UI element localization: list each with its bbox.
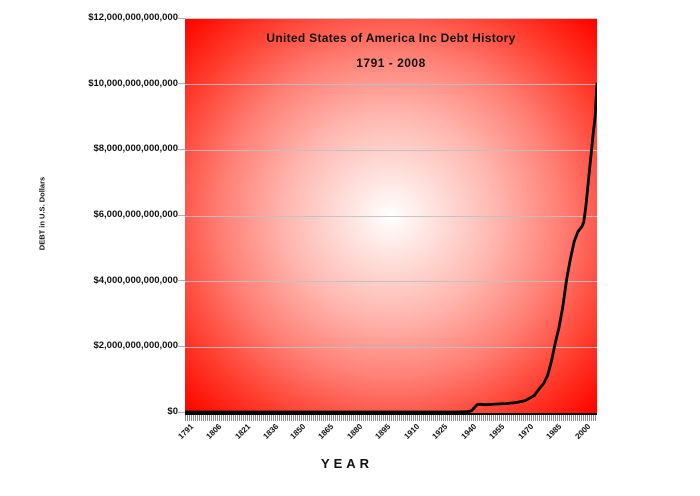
y-tick-label: $2,000,000,000,000 [93,340,178,352]
x-tick-label: 2000 [573,422,593,441]
gridline [185,281,597,283]
x-tick-label: 1955 [487,422,507,441]
y-tick-label: $6,000,000,000,000 [93,209,178,220]
x-tick-label: 1970 [516,422,536,441]
y-tick-label: $4,000,000,000,000 [93,274,178,286]
debt-line-chart [185,82,597,413]
chart-subtitle: 1791 - 2008 [356,56,426,70]
y-tick-mark [177,83,185,85]
x-tick-label: 1821 [233,422,253,441]
x-tick-label: 1836 [261,422,281,441]
y-tick-label: $12,000,000,000,000 [88,12,178,23]
y-tick-mark [177,345,185,347]
x-tick-label: 1925 [430,422,450,441]
y-tick-mark [177,148,185,150]
x-tick-label: 1895 [373,422,393,441]
x-tick-label: 1880 [345,422,365,441]
x-tick-label: 1791 [176,422,196,441]
y-axis-labels: $0 $2,000,000,000,000 $4,000,000,000,000 $6… [40,0,178,496]
chart-title: United States of America Inc Debt Histor… [266,31,516,45]
y-tick-label: $0 [167,406,178,417]
x-tick-label: 1806 [204,422,224,441]
x-tick-label: 1910 [402,422,422,441]
x-axis-tick-strip [185,415,597,421]
gridline [185,149,597,151]
x-tick-label: 1865 [316,422,336,441]
y-tick-mark [177,411,185,413]
gridline [185,346,597,348]
debt-line [185,82,597,413]
gridline [185,84,597,86]
y-tick-label: $10,000,000,000,000 [88,77,178,89]
x-tick-label: 1850 [288,422,308,441]
y-tick-mark [177,214,185,216]
y-tick-label: $8,000,000,000,000 [93,143,178,155]
plot-area [185,18,597,415]
y-tick-mark [177,280,185,282]
x-axis-title: YEAR [320,456,374,471]
gridline [185,215,597,217]
y-tick-mark [177,17,185,19]
x-tick-label: 1985 [544,422,564,441]
x-tick-label: 1940 [459,422,479,441]
